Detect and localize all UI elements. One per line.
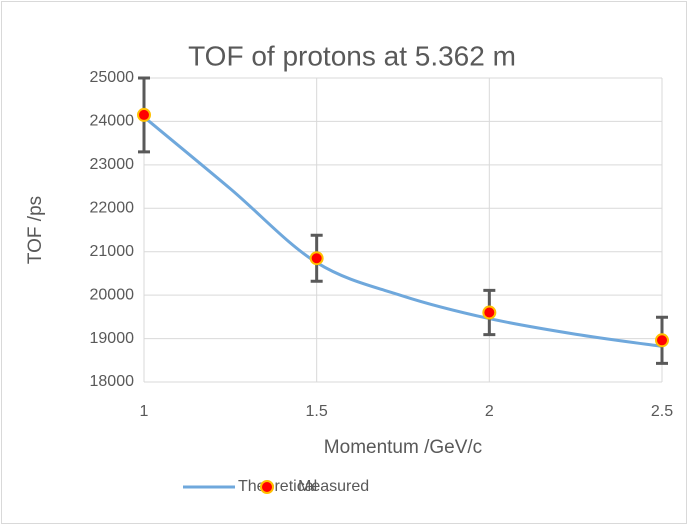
x-axis-label: Momentum /GeV/c xyxy=(324,437,482,458)
legend-label: Theoretical xyxy=(238,478,317,495)
measured-point xyxy=(309,251,324,266)
legend-label: Measured xyxy=(298,478,369,495)
x-tick-label: 1 xyxy=(140,403,149,420)
y-tick-label: 22000 xyxy=(90,200,135,217)
y-axis-label: TOF /ps xyxy=(25,196,46,264)
y-tick-label: 21000 xyxy=(90,243,135,260)
y-tick-label: 24000 xyxy=(90,113,135,130)
measured-point xyxy=(137,107,151,122)
y-tick-label: 25000 xyxy=(90,69,135,86)
measured-point xyxy=(655,333,669,348)
y-tick-label: 23000 xyxy=(90,156,135,173)
x-tick-label: 2.5 xyxy=(651,403,673,420)
theoretical-line xyxy=(143,115,663,348)
measured-point xyxy=(482,305,497,320)
y-tick-label: 18000 xyxy=(90,373,135,390)
x-tick-label: 2 xyxy=(485,403,494,420)
x-tick-label: 1.5 xyxy=(306,403,328,420)
y-tick-label: 19000 xyxy=(90,330,135,347)
legend-swatch xyxy=(260,480,274,494)
chart-title: TOF of protons at 5.362 m xyxy=(188,40,516,71)
y-tick-label: 20000 xyxy=(90,286,135,303)
